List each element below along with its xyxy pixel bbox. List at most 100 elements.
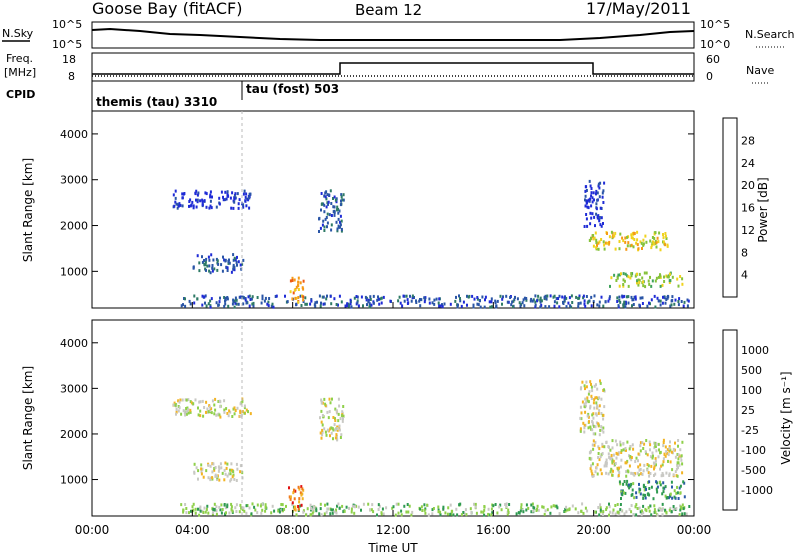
scatter-cell bbox=[619, 465, 622, 469]
scatter-cell bbox=[301, 294, 304, 298]
scatter-cell bbox=[577, 511, 580, 515]
scatter-cell bbox=[197, 507, 199, 511]
scatter-cell bbox=[323, 397, 326, 401]
scatter-cell bbox=[214, 408, 217, 412]
scatter-cell bbox=[680, 458, 683, 462]
scatter-cell bbox=[294, 505, 297, 509]
scatter-cell bbox=[597, 241, 600, 245]
scatter-cell bbox=[318, 230, 320, 233]
scatter-cell bbox=[622, 283, 625, 286]
scatter-cell bbox=[232, 300, 235, 304]
scatter-cell bbox=[241, 410, 244, 413]
scatter-cell bbox=[199, 509, 202, 513]
scatter-cell bbox=[229, 479, 232, 483]
scatter-cell bbox=[633, 496, 636, 500]
scatter-cell bbox=[217, 303, 220, 307]
scatter-cell bbox=[655, 442, 658, 446]
scatter-cell bbox=[205, 205, 208, 209]
scatter-cell bbox=[230, 477, 233, 481]
scatter-cell bbox=[338, 424, 341, 428]
scatter-cell bbox=[649, 443, 652, 447]
scatter-cell bbox=[674, 496, 677, 500]
scatter-cell bbox=[326, 502, 329, 506]
scatter-cell bbox=[337, 397, 340, 401]
scatter-cell bbox=[251, 295, 254, 299]
scatter-cell bbox=[235, 260, 238, 264]
scatter-cell bbox=[630, 295, 633, 299]
scatter-cell bbox=[199, 199, 202, 203]
scatter-cell bbox=[285, 504, 287, 508]
scatter-cell bbox=[224, 198, 227, 202]
scatter-cell bbox=[179, 203, 182, 207]
scatter-cell bbox=[249, 298, 252, 301]
scatter-cell bbox=[637, 278, 640, 282]
scatter-cell bbox=[653, 441, 656, 445]
scatter-cell bbox=[583, 423, 586, 427]
scatter-cell bbox=[459, 299, 462, 303]
scatter-cell bbox=[300, 503, 303, 507]
scatter-cell bbox=[565, 505, 568, 509]
scatter-cell bbox=[333, 213, 336, 217]
scatter-cell bbox=[476, 296, 479, 299]
scatter-cell bbox=[654, 305, 657, 309]
scatter-cell bbox=[337, 217, 340, 221]
scatter-cell bbox=[330, 431, 333, 435]
scatter-cell bbox=[410, 299, 413, 303]
scatter-cell bbox=[657, 455, 660, 459]
scatter-cell bbox=[686, 304, 689, 308]
scatter-cell bbox=[376, 298, 379, 302]
scatter-cell bbox=[630, 243, 633, 247]
scatter-cell bbox=[235, 479, 238, 482]
scatter-cell bbox=[638, 279, 641, 282]
scatter-cell bbox=[610, 467, 613, 471]
scatter-cell bbox=[568, 508, 571, 512]
scatter-cell bbox=[476, 297, 479, 301]
colorbar-tick: 500 bbox=[741, 364, 762, 377]
colorbar-tick: 12 bbox=[741, 224, 755, 237]
scatter-cell bbox=[569, 304, 572, 308]
scatter-cell bbox=[238, 510, 241, 514]
scatter-cell bbox=[591, 200, 594, 204]
scatter-cell bbox=[599, 468, 602, 472]
scatter-cell bbox=[458, 503, 461, 507]
scatter-cell bbox=[589, 467, 592, 471]
scatter-cell bbox=[543, 295, 546, 299]
scatter-cell bbox=[609, 284, 611, 288]
scatter-cell bbox=[616, 452, 619, 456]
scatter-cell bbox=[321, 433, 324, 437]
scatter-cell bbox=[424, 298, 427, 302]
scatter-cell bbox=[236, 467, 239, 471]
scatter-cell bbox=[637, 283, 640, 287]
scatter-cell bbox=[642, 284, 645, 288]
scatter-cell bbox=[626, 440, 629, 444]
scatter-cell bbox=[615, 451, 618, 455]
scatter-cell bbox=[226, 190, 229, 194]
scatter-cell bbox=[622, 442, 625, 446]
scatter-cell bbox=[623, 480, 626, 483]
scatter-cell bbox=[665, 237, 668, 240]
scatter-cell bbox=[342, 198, 345, 202]
scatter-cell bbox=[218, 467, 221, 470]
scatter-cell bbox=[286, 300, 289, 304]
scatter-cell bbox=[598, 458, 601, 462]
scatter-cell bbox=[316, 300, 318, 304]
scatter-cell bbox=[641, 247, 643, 250]
scatter-cell bbox=[636, 471, 639, 475]
scatter-cell bbox=[245, 408, 248, 412]
scatter-cell bbox=[545, 297, 548, 301]
scatter-cell bbox=[222, 195, 224, 199]
scatter-cell bbox=[598, 433, 601, 437]
scatter-cell bbox=[598, 447, 601, 451]
scatter-cell bbox=[261, 294, 264, 298]
scatter-cell bbox=[341, 504, 344, 508]
scatter-cell bbox=[413, 296, 415, 299]
scatter-cell bbox=[325, 510, 328, 514]
scatter-cell bbox=[626, 244, 629, 248]
scatter-cell bbox=[456, 513, 459, 517]
scatter-cell bbox=[357, 304, 360, 308]
scatter-cell bbox=[677, 303, 680, 307]
scatter-cell bbox=[583, 404, 586, 408]
scatter-cell bbox=[187, 398, 190, 402]
colorbar-tick: -25 bbox=[741, 424, 759, 437]
scatter-cell bbox=[328, 397, 331, 401]
